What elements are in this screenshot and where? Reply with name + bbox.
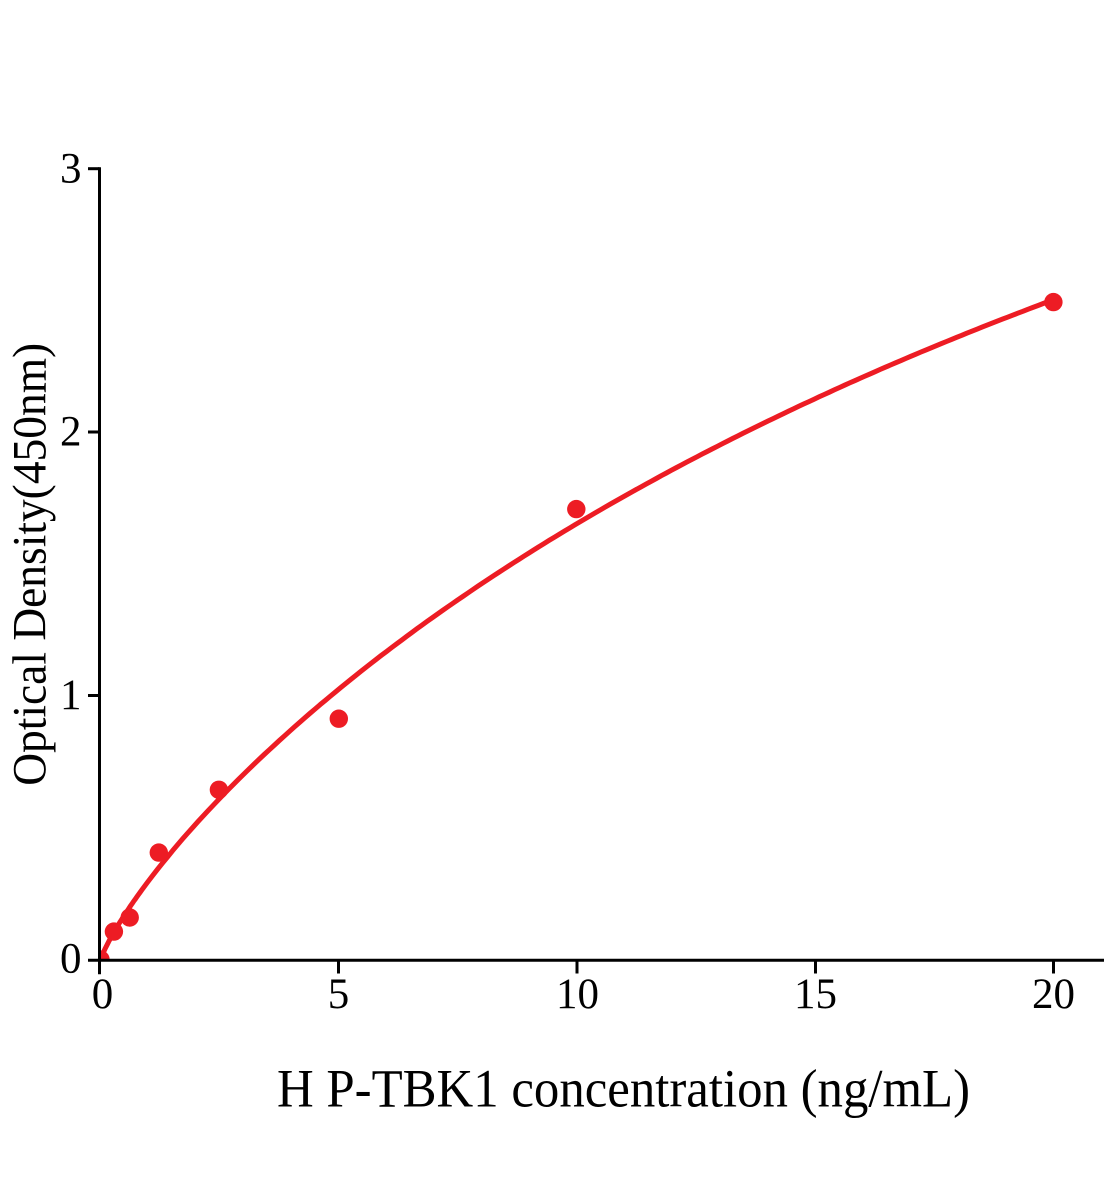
svg-text:Optical Density(450nm): Optical Density(450nm)	[3, 343, 56, 786]
svg-text:10: 10	[556, 971, 599, 1018]
svg-text:15: 15	[794, 971, 837, 1018]
svg-text:2: 2	[60, 409, 82, 456]
svg-text:0: 0	[92, 971, 114, 1018]
svg-text:H P-TBK1 concentration (ng/mL): H P-TBK1 concentration (ng/mL)	[277, 1058, 970, 1118]
svg-text:20: 20	[1032, 971, 1075, 1018]
svg-text:0: 0	[60, 936, 82, 983]
svg-text:5: 5	[328, 971, 350, 1018]
svg-text:3: 3	[60, 145, 82, 192]
svg-text:1: 1	[60, 672, 82, 719]
